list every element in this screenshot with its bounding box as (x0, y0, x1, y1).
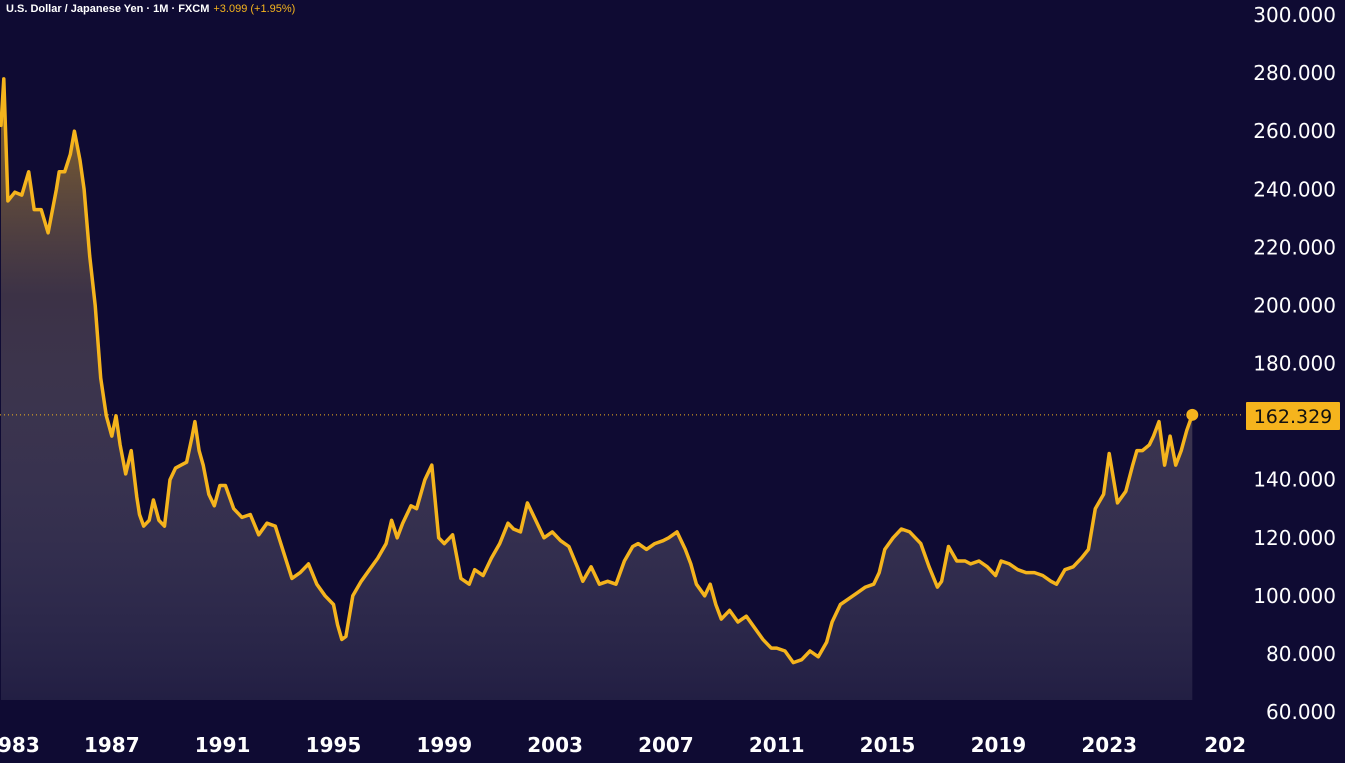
series-line (0, 77, 1195, 665)
x-tick-label: 1995 (306, 733, 362, 757)
chart-header: U.S. Dollar / Japanese Yen · 1M · FXCM +3… (6, 3, 295, 15)
x-axis: 983 1987 1991 1995 1999 2003 2007 2011 2015 2019 2… (0, 733, 1246, 757)
x-tick-label: 202 (1204, 733, 1246, 757)
x-tick-label: 2003 (527, 733, 583, 757)
y-tick-label: 300.000 (1253, 3, 1336, 27)
x-tick-label: 1987 (84, 733, 140, 757)
x-tick-label: 2007 (638, 733, 694, 757)
y-tick-label: 100.000 (1253, 584, 1336, 608)
x-tick-label: 1991 (195, 733, 251, 757)
y-tick-label: 240.000 (1253, 177, 1336, 201)
y-tick-label: 80.000 (1266, 642, 1336, 666)
area-layer (1, 78, 1193, 700)
y-tick-label: 220.000 (1253, 235, 1336, 259)
x-tick-label: 2015 (860, 733, 916, 757)
y-tick-label: 180.000 (1253, 352, 1336, 376)
line-layer (0, 77, 1195, 665)
y-tick-label: 60.000 (1266, 700, 1336, 724)
y-axis: 60.000 80.000 100.000 120.000 140.000 180.000… (1253, 3, 1336, 724)
area-fill (1, 78, 1193, 700)
reference-layer (0, 408, 1243, 421)
last-price-label: 162.329 (1246, 402, 1340, 430)
y-tick-label: 200.000 (1253, 293, 1336, 317)
symbol-line: U.S. Dollar / Japanese Yen · 1M · FXCM (6, 3, 210, 15)
x-tick-label: 2011 (749, 733, 805, 757)
x-tick-label: 2019 (971, 733, 1027, 757)
y-tick-label: 140.000 (1253, 468, 1336, 492)
last-point-marker (1186, 408, 1199, 421)
x-tick-label: 983 (0, 733, 40, 757)
x-tick-label: 2023 (1081, 733, 1137, 757)
last-price-label-text: 162.329 (1254, 406, 1333, 428)
x-tick-label: 1999 (416, 733, 472, 757)
y-tick-label: 260.000 (1253, 119, 1336, 143)
price-change: +3.099 (+1.95%) (213, 3, 296, 15)
y-tick-label: 280.000 (1253, 61, 1336, 85)
last-price-label-bg (1246, 402, 1340, 430)
y-tick-label: 120.000 (1253, 526, 1336, 550)
